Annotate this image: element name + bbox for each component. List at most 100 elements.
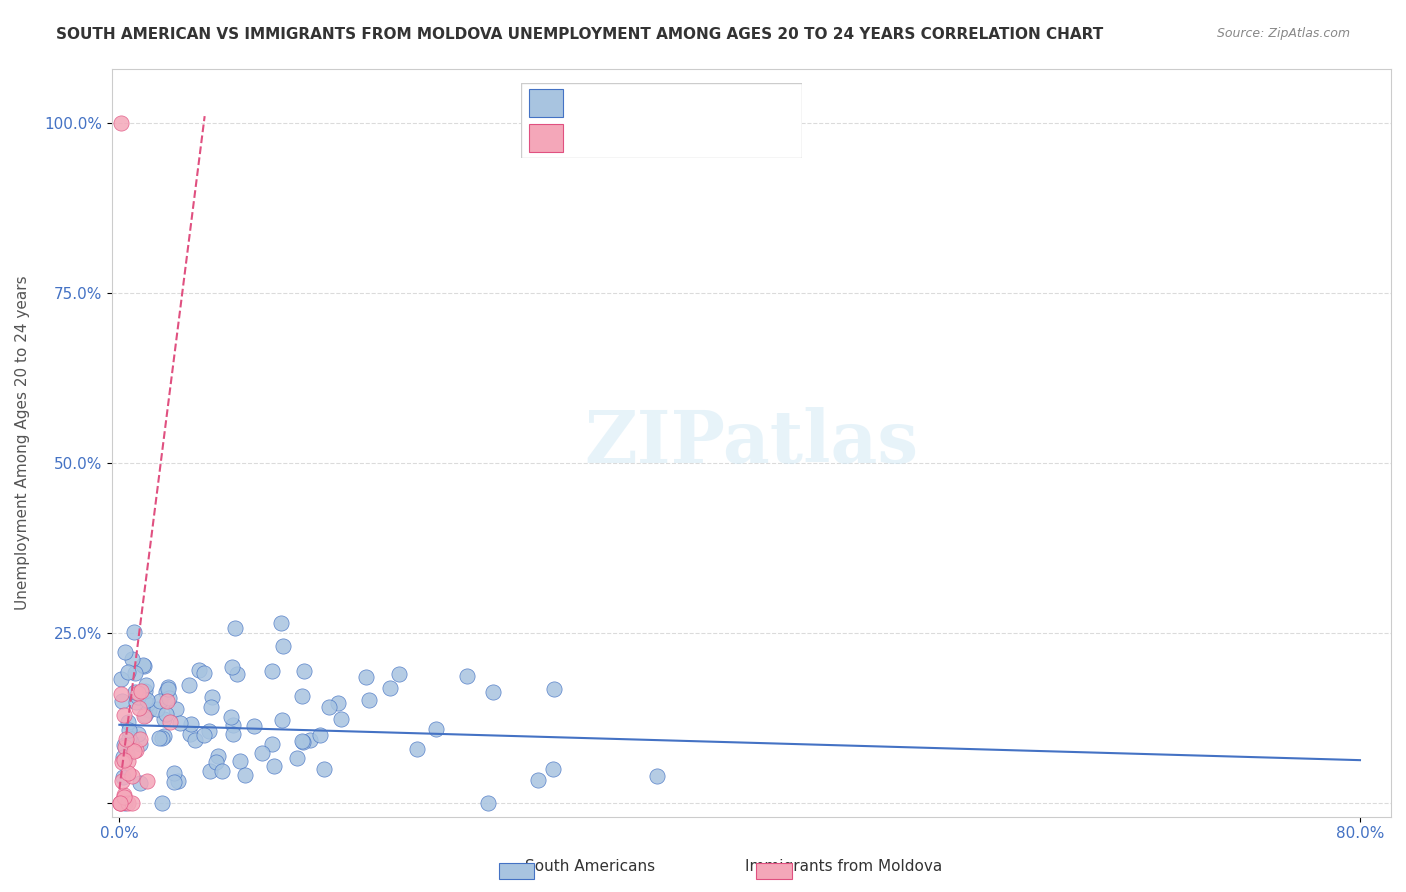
Point: [222, 727, 245, 741]
Point: [163, 775, 186, 789]
Point: [543, 682, 565, 697]
Point: [201, 690, 224, 705]
Point: [157, 681, 180, 696]
Point: [263, 758, 285, 772]
Y-axis label: Unemployment Among Ages 20 to 24 years: Unemployment Among Ages 20 to 24 years: [15, 276, 30, 610]
Point: [645, 769, 668, 783]
Point: [156, 693, 179, 707]
Point: [354, 670, 377, 684]
Point: [482, 685, 505, 699]
Point: [262, 737, 284, 751]
Point: [131, 657, 153, 672]
Point: [138, 703, 160, 717]
Point: [108, 796, 131, 810]
Point: [357, 693, 380, 707]
Point: [425, 723, 447, 737]
Point: [149, 694, 172, 708]
Point: [150, 731, 173, 745]
Point: [270, 713, 292, 727]
Point: [541, 762, 564, 776]
Point: [124, 685, 146, 699]
Point: [120, 735, 142, 749]
Point: [291, 690, 314, 704]
Point: [169, 716, 191, 731]
Point: [233, 768, 256, 782]
Point: [243, 719, 266, 733]
Point: [117, 765, 139, 780]
Point: [184, 733, 207, 747]
Point: [122, 743, 145, 757]
Point: [328, 696, 350, 710]
Point: [155, 684, 177, 698]
Point: [118, 731, 141, 745]
Point: [229, 754, 252, 768]
Point: [114, 796, 136, 810]
Point: [200, 764, 222, 779]
Point: [135, 678, 157, 692]
Point: [110, 796, 132, 810]
Point: [406, 742, 429, 756]
Text: Immigrants from Moldova: Immigrants from Moldova: [745, 859, 942, 874]
Point: [153, 729, 176, 743]
Text: South Americans: South Americans: [526, 859, 655, 874]
Point: [309, 728, 332, 742]
Point: [135, 692, 157, 706]
Point: [157, 681, 180, 695]
Point: [127, 727, 149, 741]
Point: [155, 706, 177, 721]
Point: [159, 714, 181, 729]
Point: [112, 771, 135, 785]
Point: [111, 694, 134, 708]
Point: [221, 717, 243, 731]
Text: ZIPatlas: ZIPatlas: [585, 407, 918, 478]
Point: [145, 702, 167, 716]
Point: [224, 621, 246, 635]
Point: [121, 769, 143, 783]
Point: [127, 686, 149, 700]
Point: [260, 664, 283, 678]
Point: [132, 708, 155, 723]
Point: [205, 755, 228, 769]
Point: [108, 796, 131, 810]
Point: [117, 796, 139, 810]
Point: [115, 731, 138, 746]
Point: [330, 712, 353, 726]
Point: [112, 708, 135, 723]
Point: [118, 723, 141, 738]
Point: [163, 766, 186, 780]
Point: [177, 678, 200, 692]
Point: [150, 796, 173, 810]
Point: [291, 735, 314, 749]
Point: [125, 743, 148, 757]
Point: [129, 732, 152, 747]
Point: [134, 708, 156, 723]
Point: [131, 684, 153, 698]
Point: [112, 788, 135, 802]
Point: [207, 749, 229, 764]
Point: [299, 732, 322, 747]
Point: [285, 751, 308, 765]
Point: [127, 690, 149, 704]
Point: [179, 727, 201, 741]
Point: [117, 715, 139, 730]
Point: [111, 750, 134, 764]
Point: [136, 773, 159, 788]
Point: [456, 669, 478, 683]
Point: [112, 738, 135, 752]
Point: [110, 687, 132, 701]
Point: [165, 702, 187, 716]
Point: [110, 116, 132, 130]
Point: [526, 772, 548, 787]
Point: [193, 665, 215, 680]
Point: [122, 625, 145, 640]
Point: [117, 754, 139, 768]
Point: [124, 666, 146, 681]
Point: [187, 663, 209, 677]
Text: Source: ZipAtlas.com: Source: ZipAtlas.com: [1216, 27, 1350, 40]
Point: [111, 755, 134, 769]
Point: [157, 690, 180, 705]
Point: [225, 666, 247, 681]
Point: [134, 683, 156, 698]
Point: [111, 773, 134, 788]
Point: [153, 712, 176, 726]
